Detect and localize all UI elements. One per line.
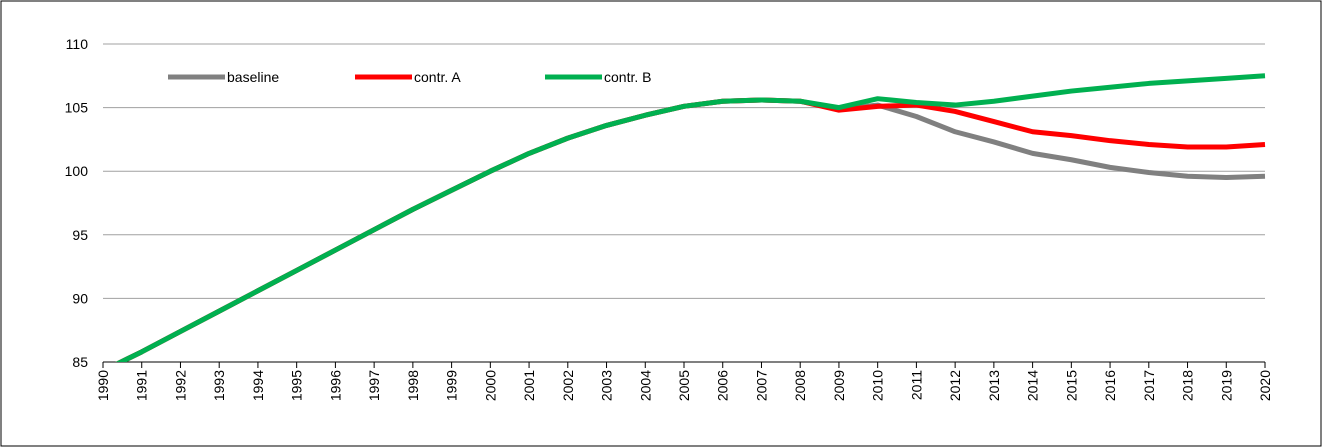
x-tick-label: 1999 [444, 370, 460, 401]
x-tick-label: 2016 [1102, 370, 1118, 401]
x-tick-label: 2020 [1257, 370, 1273, 401]
legend-label: contr. A [414, 69, 461, 85]
x-tick-label: 2007 [753, 370, 769, 401]
x-tick-label: 1998 [405, 370, 421, 401]
y-tick-label: 90 [72, 290, 88, 306]
x-tick-label: 1994 [250, 370, 266, 401]
x-tick-label: 2011 [908, 370, 924, 400]
x-tick-label: 2012 [947, 370, 963, 401]
legend-label: contr. B [604, 69, 651, 85]
x-tick-label: 1995 [289, 370, 305, 401]
x-tick-label: 2015 [1063, 370, 1079, 401]
x-tick-label: 2000 [482, 370, 498, 401]
x-tick-label: 2001 [521, 370, 537, 401]
legend-label: baseline [227, 69, 279, 85]
y-tick-label: 85 [72, 354, 88, 370]
y-tick-label: 110 [66, 36, 89, 52]
x-tick-label: 2018 [1180, 370, 1196, 401]
x-tick-label: 2005 [676, 370, 692, 401]
y-tick-label: 100 [65, 163, 89, 179]
x-tick-label: 1997 [366, 370, 382, 401]
x-tick-label: 2014 [1025, 370, 1041, 401]
x-tick-label: 1996 [327, 370, 343, 401]
x-tick-label: 1991 [134, 370, 150, 401]
x-tick-label: 1990 [95, 370, 111, 401]
x-tick-label: 2010 [870, 370, 886, 401]
plot-lines [115, 73, 1266, 362]
x-tick-label: 2009 [831, 370, 847, 401]
x-tick-label: 2006 [715, 370, 731, 401]
x-tick-label: 1992 [172, 370, 188, 401]
x-tick-label: 2004 [637, 370, 653, 401]
x-tick-label: 2008 [792, 370, 808, 401]
x-tick-label: 2002 [560, 370, 576, 401]
x-tick-label: 2019 [1218, 370, 1234, 401]
y-tick-label: 95 [72, 227, 88, 243]
x-tick-label: 2013 [986, 370, 1002, 401]
x-tick-label: 1993 [211, 370, 227, 401]
x-tick-label: 2003 [599, 370, 615, 401]
series-line [115, 73, 1266, 362]
x-tick-label: 2017 [1141, 370, 1157, 401]
y-tick-label: 105 [65, 100, 89, 116]
